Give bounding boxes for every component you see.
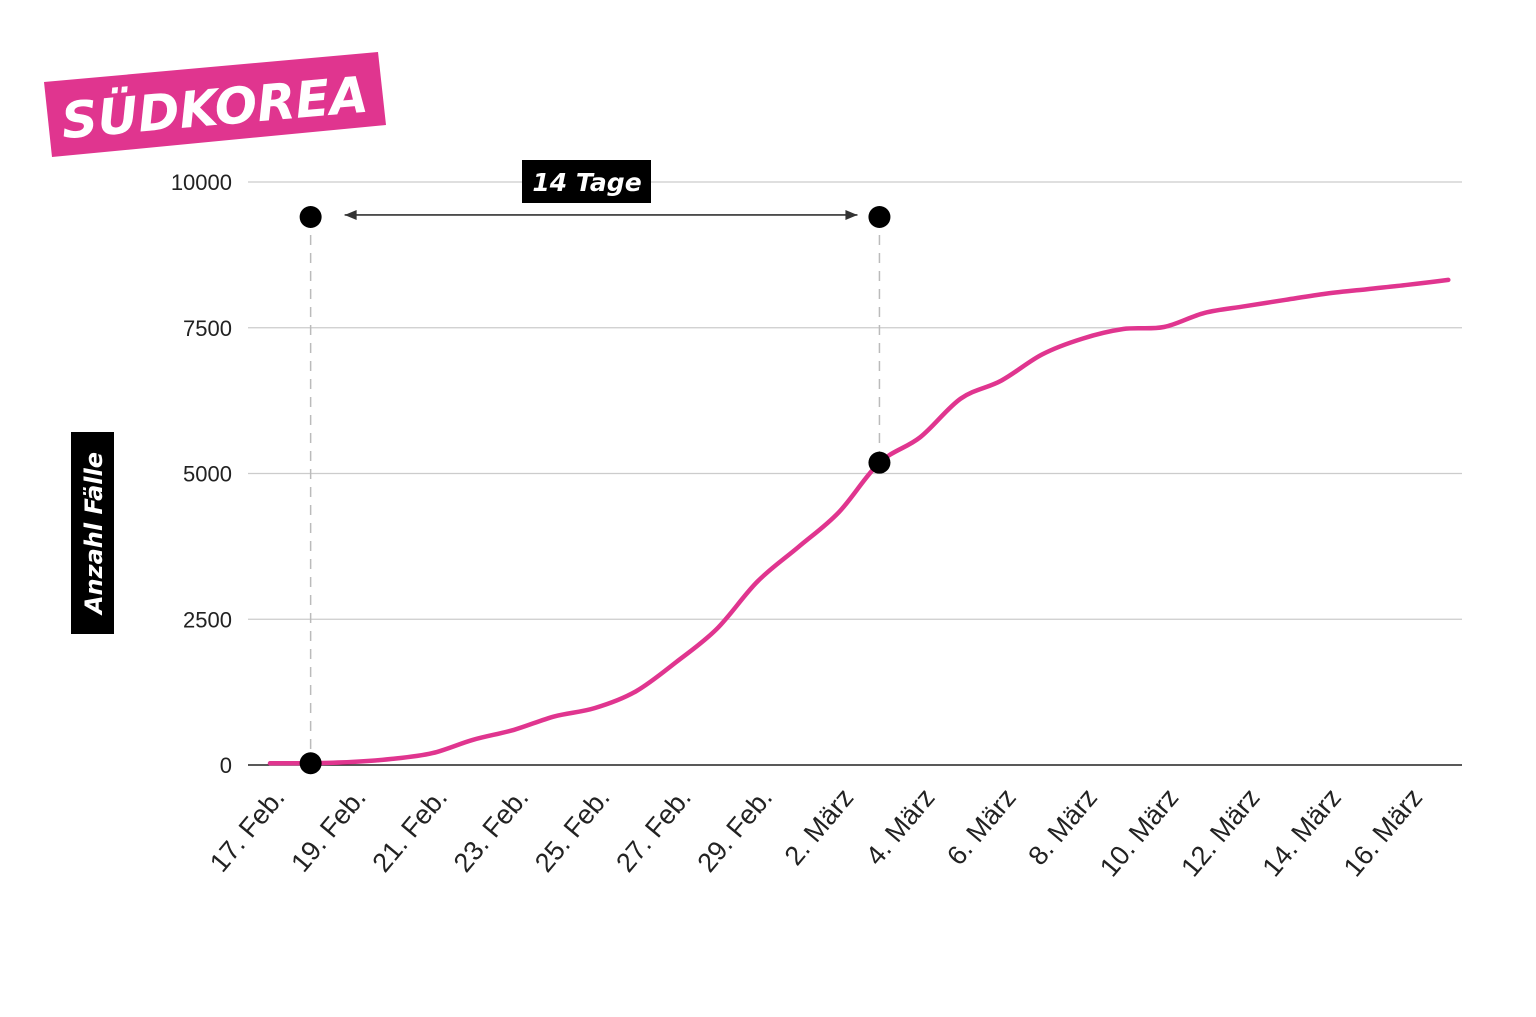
y-tick-label: 2500 [183, 607, 232, 632]
y-tick-label: 10000 [171, 170, 232, 195]
x-tick-label: 2. März [779, 783, 860, 871]
y-tick-label: 7500 [183, 316, 232, 341]
x-tick-label: 21. Feb. [366, 783, 453, 878]
y-axis-label-text: Anzahl Fälle [80, 452, 108, 616]
x-tick-label: 25. Feb. [529, 783, 616, 878]
annotation-arrow-head-left [344, 209, 357, 220]
title-badge-background [44, 52, 386, 157]
grid [248, 181, 1462, 766]
marker-dot [299, 752, 322, 775]
y-axis-label: Anzahl Fälle [71, 432, 114, 634]
x-tick-label: 23. Feb. [448, 783, 535, 878]
x-tick-label: 8. März [1022, 783, 1103, 871]
guide-lines [309, 216, 881, 764]
marker-dot [868, 205, 891, 228]
x-tick-label: 27. Feb. [610, 783, 697, 878]
x-tick-label: 17. Feb. [204, 783, 291, 878]
x-tick-label: 29. Feb. [691, 783, 778, 878]
marker-dot [868, 451, 891, 474]
y-tick-label: 5000 [183, 462, 232, 487]
x-axis-ticks: 17. Feb.19. Feb.21. Feb.23. Feb.25. Feb.… [204, 783, 1428, 883]
markers [299, 205, 891, 775]
marker-dot [299, 205, 322, 228]
series [267, 277, 1451, 766]
x-tick-label: 4. März [860, 783, 941, 871]
y-axis-label-box [71, 432, 114, 634]
annotation-label-box [522, 160, 651, 203]
series-line [267, 277, 1451, 766]
annotation-label: 14 Tage [532, 168, 641, 197]
y-axis-ticks: 0 2500 5000 7500 10000 [171, 170, 232, 778]
annotation: 14 Tage [344, 160, 858, 220]
x-tick-label: 14. März [1256, 783, 1347, 883]
x-tick-label: 12. März [1175, 783, 1266, 883]
x-tick-label: 6. März [941, 783, 1022, 871]
title-badge: SÜDKOREA [44, 52, 386, 157]
annotation-arrow-head-right [845, 209, 858, 220]
x-tick-label: 10. März [1094, 783, 1185, 883]
x-tick-label: 16. März [1338, 783, 1429, 883]
x-tick-label: 19. Feb. [285, 783, 372, 878]
y-tick-label: 0 [220, 753, 232, 778]
